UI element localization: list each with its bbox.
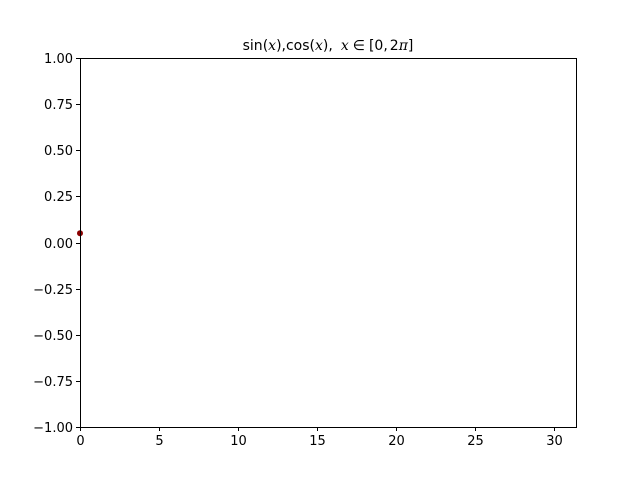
y-tick-label: −0.75 <box>33 375 73 390</box>
title-sin: sin <box>243 38 263 54</box>
x-tick-label: 0 <box>76 434 84 449</box>
y-tick-label: −1.00 <box>33 421 73 436</box>
title-rparen-1: ) <box>276 38 281 54</box>
y-tick-label: 0.00 <box>44 237 73 252</box>
title-lparen-1: ( <box>263 38 268 54</box>
title-comma-2: , <box>328 38 332 54</box>
plot-frame <box>80 58 577 428</box>
x-tick-label: 30 <box>546 434 563 449</box>
title-two: 2 <box>390 38 399 54</box>
y-tick-label: −0.25 <box>33 283 73 298</box>
y-tick-label: 0.50 <box>44 144 73 159</box>
title-comma-1: , <box>282 38 286 54</box>
y-axis-ticks: −1.00 −0.75 −0.50 −0.25 0.00 0.25 0.50 0.75 1.00 <box>33 52 80 436</box>
title-range-close: ] <box>408 38 413 54</box>
chart-title: sin(x),cos(x), x ∈ [0, 2π] <box>243 38 414 54</box>
x-tick-label: 5 <box>155 434 163 449</box>
y-tick-label: 1.00 <box>44 52 73 67</box>
title-rparen-2: ) <box>323 38 328 54</box>
x-tick-label: 15 <box>309 434 326 449</box>
title-lparen-2: ( <box>310 38 315 54</box>
y-tick-label: −0.50 <box>33 329 73 344</box>
title-x-1: x <box>268 38 276 54</box>
y-tick-label: 0.75 <box>44 98 73 113</box>
title-cos: cos <box>286 38 310 54</box>
x-axis-ticks: 0 5 10 15 20 25 30 <box>76 427 563 449</box>
title-x-3: x <box>341 38 349 54</box>
title-x-2: x <box>315 38 323 54</box>
y-tick-label: 0.25 <box>44 190 73 205</box>
x-tick-label: 20 <box>388 434 405 449</box>
title-range-open: [0, <box>369 38 388 54</box>
x-tick-label: 10 <box>230 434 247 449</box>
x-tick-label: 25 <box>467 434 484 449</box>
title-pi: π <box>398 38 409 54</box>
title-in: ∈ <box>353 38 365 54</box>
